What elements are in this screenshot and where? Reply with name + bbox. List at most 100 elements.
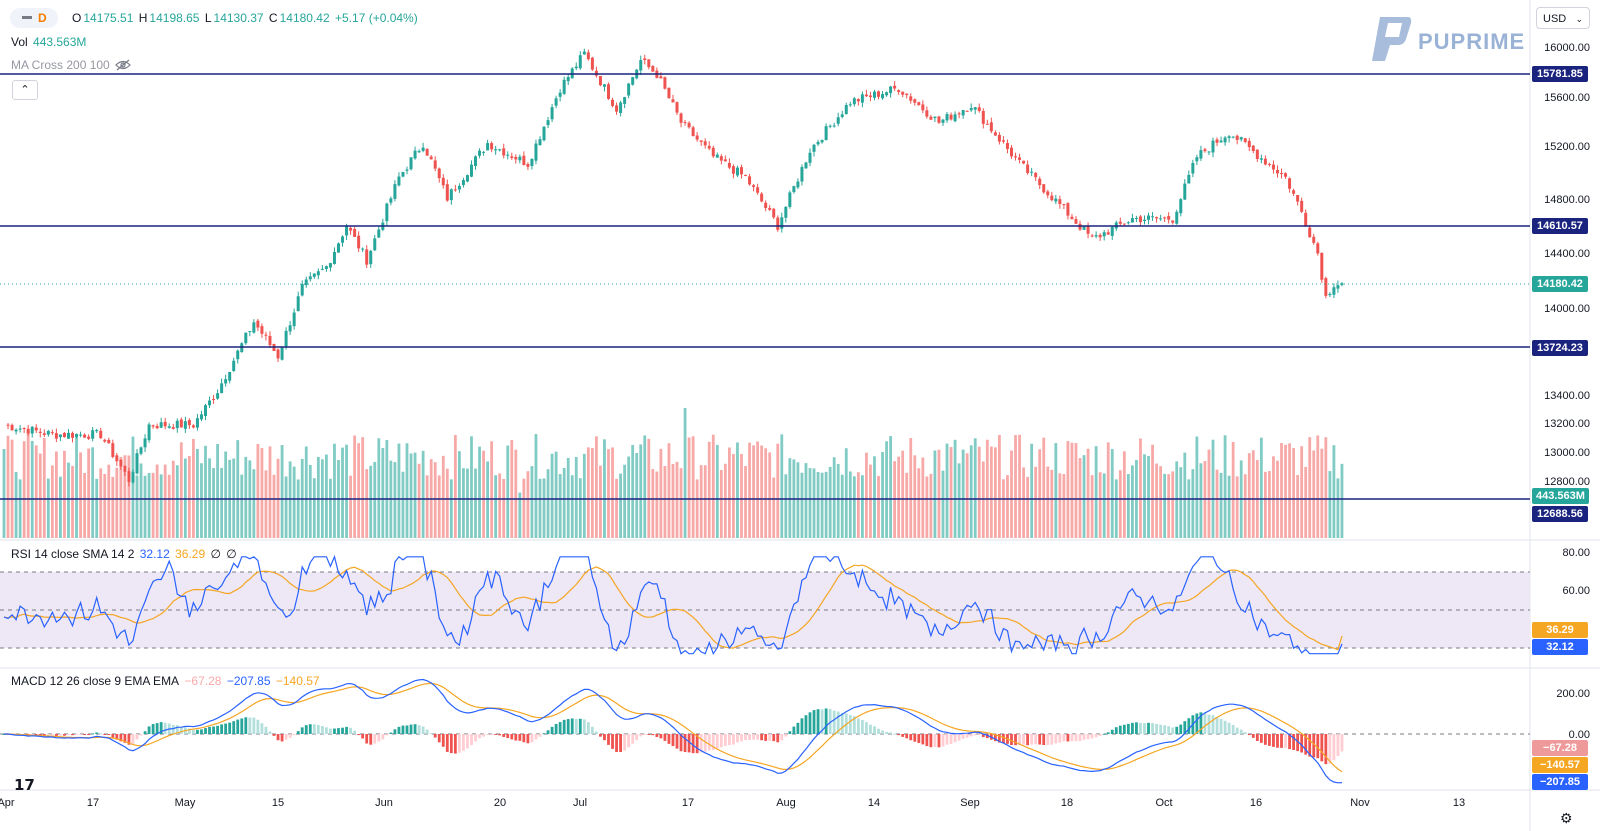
macd-histogram-bar (586, 722, 590, 734)
volume-bar (345, 444, 348, 538)
macd-histogram-bar (1135, 722, 1138, 734)
volume-bar (316, 456, 320, 538)
macd-histogram-bar (490, 734, 494, 735)
candle-body (341, 236, 345, 243)
volume-bar (510, 439, 514, 538)
volume-bar (1066, 441, 1070, 538)
macd-histogram-bar (163, 722, 167, 734)
volume-bar (1332, 445, 1336, 538)
volume-bar (2, 448, 6, 538)
macd-histogram-bar (272, 734, 276, 736)
volume-bar (212, 468, 215, 538)
volume-bar (921, 457, 925, 538)
macd-histogram-bar (377, 734, 381, 742)
volume-bar (1082, 455, 1086, 538)
macd-histogram-bar (296, 731, 300, 734)
volume-bar (1308, 437, 1312, 538)
candle-body (530, 158, 534, 167)
macd-histogram-bar (1243, 732, 1247, 734)
candle-body (421, 147, 425, 151)
candle-body (1038, 178, 1042, 186)
macd-histogram-bar (917, 734, 921, 743)
collapse-button[interactable]: ⌃ (12, 80, 38, 100)
macd-histogram-bar (671, 734, 675, 747)
candle-body (220, 383, 224, 394)
macd-histogram-bar (699, 734, 703, 753)
volume-bar (953, 439, 957, 538)
candle-body (478, 150, 482, 156)
macd-histogram-bar (748, 734, 751, 741)
macd-histogram-bar (276, 734, 280, 741)
candle-body (465, 175, 469, 182)
candle-body (1328, 293, 1332, 296)
volume-bar (252, 469, 256, 538)
candle-body (727, 162, 731, 168)
volume-bar (1171, 471, 1175, 538)
macd-histogram-bar (752, 734, 755, 740)
chevron-up-icon: ⌃ (20, 84, 30, 96)
volume-bar (848, 471, 852, 538)
candle-body (163, 421, 167, 427)
volume-bar (187, 455, 191, 538)
macd-histogram-bar (824, 708, 828, 734)
interval-selector[interactable]: D (10, 8, 58, 28)
macd-histogram-bar (808, 712, 812, 734)
candle-body (1046, 191, 1050, 196)
gear-icon[interactable]: ⚙ (1560, 810, 1573, 826)
macd-histogram-bar (723, 734, 727, 746)
candle-body (1179, 199, 1183, 214)
macd-histogram-bar (95, 732, 99, 734)
macd-histogram-bar (1340, 734, 1344, 752)
candle-body (1098, 234, 1102, 238)
macd-histogram-bar (582, 719, 586, 734)
macd-histogram-bar (389, 732, 393, 734)
volume-bar (1300, 446, 1304, 538)
candle-body (1219, 140, 1223, 143)
candle-body (546, 120, 550, 126)
macd-histogram-bar (1336, 734, 1340, 757)
macd-histogram-bar (530, 734, 534, 743)
macd-histogram-bar (889, 732, 892, 734)
macd-histogram-bar (957, 734, 961, 741)
macd-histogram-bar (1268, 734, 1271, 746)
candle-body (1191, 162, 1195, 174)
macd-histogram-bar (816, 709, 820, 734)
macd-histogram-bar (1187, 718, 1191, 734)
macd-histogram-bar (1203, 712, 1207, 734)
candle-body (1175, 211, 1179, 224)
macd-histogram-bar (953, 734, 957, 743)
currency-selector[interactable]: USD ⌄ (1536, 7, 1590, 29)
candle-body (1151, 216, 1155, 218)
candle-body (780, 217, 784, 229)
macd-histogram-bar (1082, 734, 1086, 740)
volume-bar (566, 457, 570, 538)
candle-body (1070, 216, 1074, 220)
candle-body (691, 127, 695, 137)
volume-bar (1042, 437, 1046, 538)
volume-bar (474, 468, 477, 538)
candle-body (1106, 232, 1110, 235)
macd-histogram-bar (1026, 734, 1030, 746)
ma-cross-legend[interactable]: MA Cross 200 100 (11, 58, 131, 72)
volume-bar (304, 446, 308, 538)
macd-histogram-bar (1179, 724, 1183, 734)
macd-histogram-bar (1139, 722, 1142, 734)
macd-histogram-bar (1199, 712, 1203, 734)
candle-body (506, 154, 510, 156)
volume-bar (236, 440, 240, 538)
volume-bar (502, 478, 506, 538)
volume-bar (466, 468, 469, 538)
macd-histogram-bar (236, 719, 240, 734)
macd-histogram-bar (1010, 734, 1013, 745)
macd-histogram-bar (1231, 724, 1235, 734)
volume-bar (10, 439, 14, 538)
candle-body (482, 151, 486, 153)
volume-bar (46, 478, 50, 538)
rsi-sma-value: 36.29 (175, 547, 206, 561)
macd-histogram-bar (977, 734, 981, 736)
eye-off-icon[interactable] (115, 59, 131, 71)
candle-body (123, 465, 127, 472)
macd-histogram-bar (578, 718, 582, 734)
macd-histogram-bar (788, 731, 792, 734)
